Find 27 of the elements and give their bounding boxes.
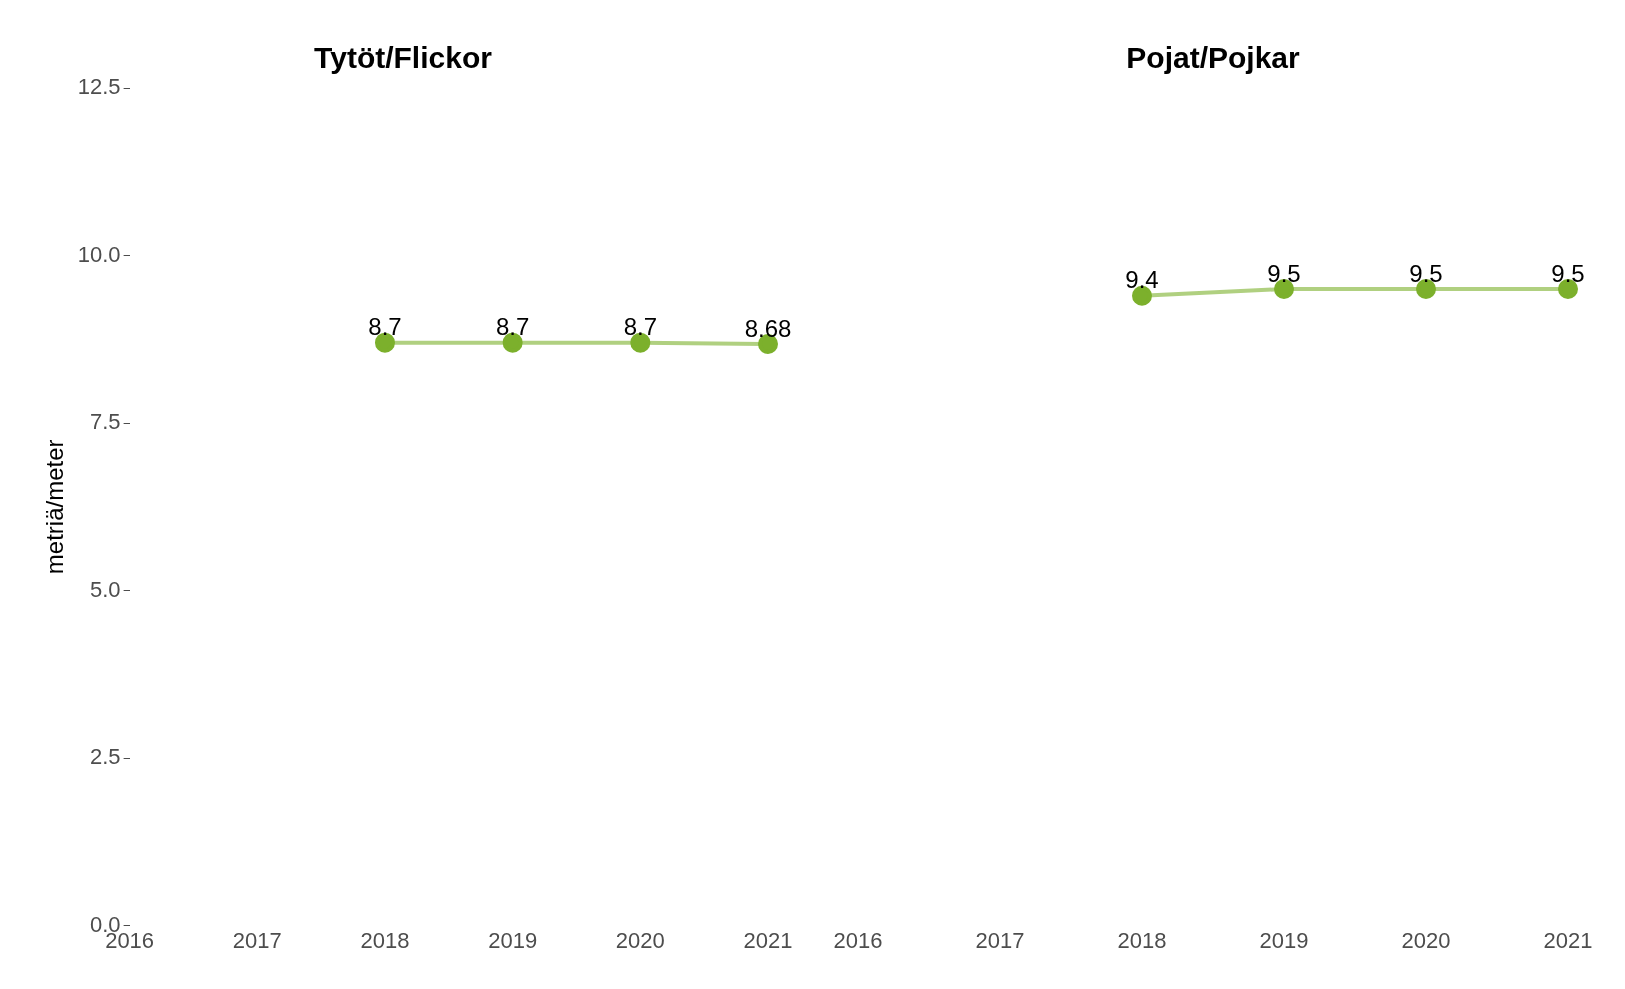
data-label: 9.4 [1125, 266, 1159, 294]
data-label: 9.5 [1551, 259, 1585, 287]
chart-title: Pojat/Pojkar [1126, 41, 1301, 75]
x-tick-label: 2020 [615, 927, 665, 953]
y-tick-label: 10.0 [77, 241, 121, 267]
y-tick-label: 7.5 [90, 409, 121, 435]
x-tick-label: 2018 [1117, 927, 1167, 953]
x-tick-label: 2017 [975, 927, 1025, 953]
x-tick-label: 2021 [743, 927, 793, 953]
y-tick-label: 2.5 [90, 744, 121, 770]
x-tick-label: 2018 [360, 927, 410, 953]
data-label: 8.7 [495, 313, 530, 341]
x-tick-label: 2016 [833, 927, 883, 953]
y-tick-label: 12.5 [77, 74, 121, 100]
chart-title: Tytöt/Flickor [314, 41, 493, 75]
data-label: 9.5 [1409, 259, 1443, 287]
data-label: 8.68 [744, 314, 792, 342]
x-tick-label: 2020 [1401, 927, 1451, 953]
x-tick-label: 2021 [1543, 927, 1593, 953]
y-axis-title: metriä/meter [41, 439, 69, 575]
x-tick-label: 2017 [232, 927, 282, 953]
y-tick-label: 5.0 [90, 576, 121, 602]
data-label: 8.7 [623, 313, 658, 341]
x-tick-label: 2019 [488, 927, 538, 953]
x-tick-label: 2019 [1259, 927, 1309, 953]
data-label: 9.5 [1267, 259, 1301, 287]
data-label: 8.7 [368, 313, 402, 341]
